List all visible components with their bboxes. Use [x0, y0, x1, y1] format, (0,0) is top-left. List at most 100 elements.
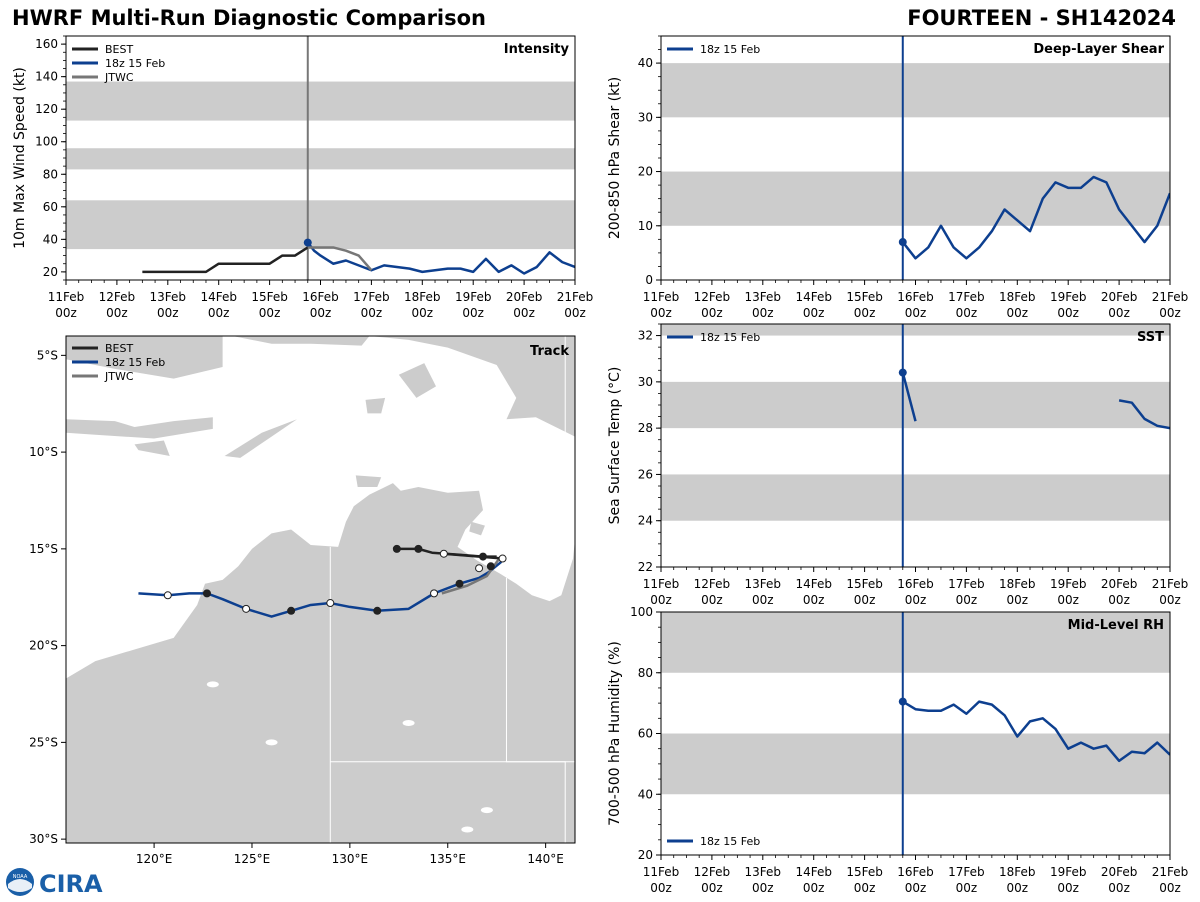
shear-band [661, 63, 1170, 118]
rh-ylabel: 700-500 hPa Humidity (%) [607, 641, 623, 826]
intensity-xtick-label-hour: 00z [55, 306, 77, 320]
state-border-sa [330, 761, 566, 843]
lesser-sunda-islands [66, 417, 213, 439]
track-marker-filled [455, 579, 464, 588]
intensity-ytick-label: 40 [43, 232, 58, 246]
track-xtick-label: 140°E [527, 852, 564, 866]
shear-xtick-label-hour: 00z [752, 306, 774, 320]
sst-legend-label: 18z 15 Feb [700, 331, 760, 344]
cira-logo: NOAA CIRA [5, 866, 115, 898]
intensity-xtick-label-date: 13Feb [150, 290, 187, 304]
rh-legend-label: 18z 15 Feb [700, 835, 760, 848]
intensity-xtick-label-hour: 00z [513, 306, 535, 320]
sst-xtick-label-hour: 00z [803, 593, 825, 607]
track-marker-filled [486, 562, 495, 571]
track-marker-open [498, 554, 507, 563]
sst-xtick-label-date: 13Feb [745, 577, 782, 591]
intensity-ytick-label: 120 [35, 102, 58, 116]
rh-ytick-label: 100 [630, 605, 653, 619]
shear-ylabel: 200-850 hPa Shear (kt) [607, 77, 623, 239]
shear-ytick-label: 0 [645, 273, 653, 287]
shear-ytick-label: 30 [638, 110, 653, 124]
rh-xtick-label-hour: 00z [1057, 881, 1079, 895]
sst-xtick-label-date: 19Feb [1050, 577, 1087, 591]
sst-ytick-label: 24 [638, 514, 653, 528]
tiwi-islands [355, 475, 382, 487]
shear-xtick-label-hour: 00z [1159, 306, 1181, 320]
intensity-xtick-label-hour: 00z [564, 306, 586, 320]
intensity-xtick-label-date: 12Feb [99, 290, 136, 304]
storm-id-title: FOURTEEN - SH142024 [907, 6, 1176, 30]
track-xtick-label: 130°E [332, 852, 369, 866]
intensity-ytick-label: 20 [43, 265, 58, 279]
rh-series-line [902, 700, 1170, 763]
sst-band [661, 474, 1170, 521]
rh-xtick-label-date: 21Feb [1152, 865, 1189, 879]
shear-xtick-label-date: 13Feb [745, 290, 782, 304]
sst-title: SST [1137, 330, 1164, 345]
sst-xtick-label-date: 14Feb [795, 577, 832, 591]
shear-band [661, 171, 1170, 226]
shear-panel: 0 10 20 30 40 11Feb 00z 12Feb 00z 13Feb 00z 14Feb 00… [607, 35, 1189, 320]
track-marker-open [439, 549, 448, 558]
sst-xtick-label-date: 20Feb [1101, 577, 1138, 591]
intensity-xtick-label-date: 11Feb [48, 290, 85, 304]
timor-island [224, 419, 298, 458]
track-legend-label: 18z 15 Feb [105, 356, 165, 369]
shear-xtick-label-date: 21Feb [1152, 290, 1189, 304]
sst-band [661, 324, 1170, 336]
sst-ytick-label: 32 [638, 329, 653, 343]
track-xtick-label: 135°E [430, 852, 467, 866]
intensity-ytick-label: 160 [35, 37, 58, 51]
track-marker-open [326, 599, 335, 608]
intensity-series-line [307, 246, 373, 272]
shear-xtick-label-hour: 00z [1007, 306, 1029, 320]
intensity-ytick-label: 100 [35, 135, 58, 149]
shear-title: Deep-Layer Shear [1033, 42, 1164, 57]
rh-xtick-label-date: 20Feb [1101, 865, 1138, 879]
shear-frame [660, 35, 1171, 281]
intensity-series-group [142, 241, 575, 275]
sst-series-line [1118, 399, 1170, 430]
rh-xtick-label-date: 17Feb [948, 865, 985, 879]
sst-init-marker [898, 368, 907, 377]
rh-ytick-label: 40 [638, 787, 653, 801]
intensity-ytick-label: 80 [43, 167, 58, 181]
shear-legend-label: 18z 15 Feb [700, 43, 760, 56]
shear-xtick-label-date: 20Feb [1101, 290, 1138, 304]
tanimbar-islands [365, 397, 386, 414]
track-ytick-label: 20°S [29, 639, 58, 653]
sulawesi-landmass [66, 336, 223, 379]
groote-eylandt [469, 521, 485, 536]
intensity-xtick-label-date: 17Feb [353, 290, 390, 304]
rh-xtick-label-date: 19Feb [1050, 865, 1087, 879]
sst-xtick-label-hour: 00z [701, 593, 723, 607]
intensity-xtick-label-hour: 00z [106, 306, 128, 320]
intensity-init-marker [303, 238, 312, 247]
rh-xtick-label-hour: 00z [701, 881, 723, 895]
track-ytick-label: 5°S [37, 348, 58, 362]
rh-band [661, 733, 1170, 795]
sst-xtick-label-hour: 00z [854, 593, 876, 607]
track-map [66, 336, 575, 843]
sumba-island [134, 440, 170, 456]
shear-series-group [901, 175, 1170, 260]
shear-xtick-label-hour: 00z [650, 306, 672, 320]
intensity-frame [65, 35, 576, 281]
sst-ytick-label: 30 [638, 375, 653, 389]
intensity-xtick-label-hour: 00z [462, 306, 484, 320]
lake [480, 807, 493, 814]
shear-xtick-label-hour: 00z [854, 306, 876, 320]
rh-xtick-label-date: 12Feb [694, 865, 731, 879]
rh-xtick-label-hour: 00z [1007, 881, 1029, 895]
sst-series-group [901, 372, 1170, 430]
track-marker-open [430, 589, 439, 598]
intensity-xtick-label-date: 15Feb [251, 290, 288, 304]
australia-landmass [66, 483, 575, 843]
intensity-panel: 20 40 60 80 100 120 140 160 11Feb 00z 12Feb 00z 13Fe… [12, 35, 593, 320]
sst-xtick-label-date: 21Feb [1152, 577, 1189, 591]
sst-xtick-label-hour: 00z [752, 593, 774, 607]
rh-init-marker [898, 697, 907, 706]
sst-xtick-label-date: 11Feb [643, 577, 680, 591]
shear-xtick-label-hour: 00z [956, 306, 978, 320]
